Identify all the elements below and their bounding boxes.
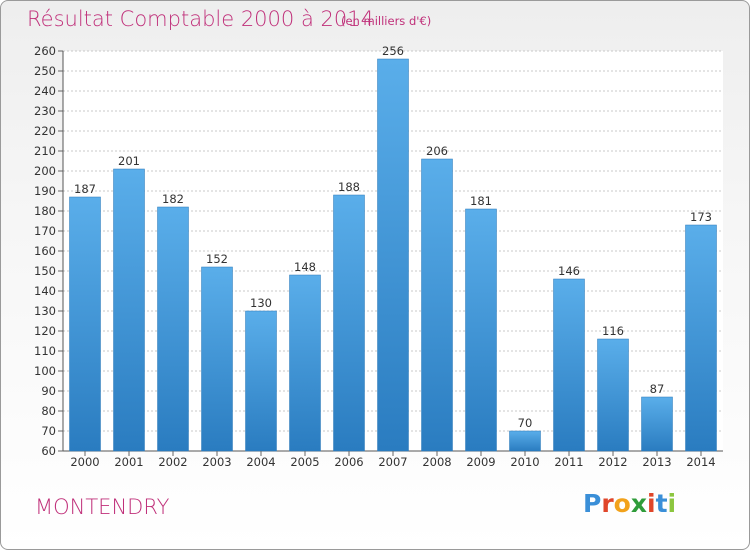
bar	[553, 278, 585, 452]
bar	[685, 224, 717, 452]
x-tick-label: 2005	[290, 455, 319, 469]
data-label: 181	[470, 194, 492, 208]
data-label: 87	[650, 382, 665, 396]
data-label: 152	[206, 252, 228, 266]
bar	[597, 338, 629, 452]
y-tick-label: 70	[41, 424, 56, 438]
y-tick-label: 260	[34, 44, 56, 58]
y-tick-label: 210	[34, 144, 56, 158]
location-name: MONTENDRY	[35, 495, 170, 519]
y-tick-label: 160	[34, 244, 56, 258]
x-tick-label: 2006	[334, 455, 363, 469]
y-tick-label: 180	[34, 204, 56, 218]
data-label: 116	[602, 324, 624, 338]
y-tick-label: 220	[34, 124, 56, 138]
y-tick-label: 140	[34, 284, 56, 298]
data-label: 182	[162, 192, 184, 206]
data-label: 187	[74, 182, 96, 196]
bar	[509, 430, 541, 452]
x-tick-label: 2010	[510, 455, 539, 469]
logo-letter: i	[647, 489, 656, 518]
bar	[641, 396, 673, 452]
x-tick-label: 2014	[686, 455, 715, 469]
y-tick-label: 200	[34, 164, 56, 178]
bar	[377, 58, 409, 452]
logo-letter: P	[583, 489, 602, 518]
bar	[201, 266, 233, 452]
bar	[421, 158, 453, 452]
y-tick-label: 100	[34, 364, 56, 378]
y-tick-label: 230	[34, 104, 56, 118]
data-label: 173	[690, 210, 712, 224]
logo-letter: t	[655, 489, 668, 518]
bar	[289, 274, 321, 452]
x-tick-label: 2013	[642, 455, 671, 469]
data-label: 206	[426, 144, 448, 158]
x-tick-label: 2003	[202, 455, 231, 469]
x-tick-label: 2009	[466, 455, 495, 469]
bar	[157, 206, 189, 452]
bar	[465, 208, 497, 452]
y-tick-label: 130	[34, 304, 56, 318]
bar	[69, 196, 101, 452]
y-tick-label: 250	[34, 64, 56, 78]
chart-subtitle: (en milliers d'€)	[341, 14, 432, 28]
data-label: 201	[118, 154, 140, 168]
y-tick-label: 190	[34, 184, 56, 198]
x-tick-label: 2011	[554, 455, 583, 469]
y-tick-label: 80	[41, 404, 56, 418]
y-tick-label: 110	[34, 344, 56, 358]
bar	[113, 168, 145, 452]
chart-title: Résultat Comptable 2000 à 2014	[27, 7, 374, 31]
logo-letter: o	[613, 489, 631, 518]
y-tick-label: 240	[34, 84, 56, 98]
bar	[333, 194, 365, 452]
y-tick-label: 170	[34, 224, 56, 238]
x-tick-label: 2007	[378, 455, 407, 469]
proxiti-logo: Proxiti	[583, 489, 676, 518]
y-tick-label: 60	[41, 444, 56, 458]
data-label: 188	[338, 180, 360, 194]
data-label: 256	[382, 44, 404, 58]
x-tick-label: 2001	[114, 455, 143, 469]
logo-letter: i	[667, 489, 677, 518]
x-tick-label: 2000	[70, 455, 99, 469]
logo-letter: x	[630, 489, 647, 518]
data-label: 70	[518, 416, 533, 430]
data-label: 146	[558, 264, 580, 278]
x-tick-label: 2004	[246, 455, 275, 469]
y-tick-label: 150	[34, 264, 56, 278]
y-tick-label: 120	[34, 324, 56, 338]
data-label: 148	[294, 260, 316, 274]
x-tick-label: 2012	[598, 455, 627, 469]
logo-letter: r	[601, 489, 614, 518]
x-tick-label: 2008	[422, 455, 451, 469]
x-tick-label: 2002	[158, 455, 187, 469]
data-label: 130	[250, 296, 272, 310]
y-tick-label: 90	[41, 384, 56, 398]
bar	[245, 310, 277, 452]
